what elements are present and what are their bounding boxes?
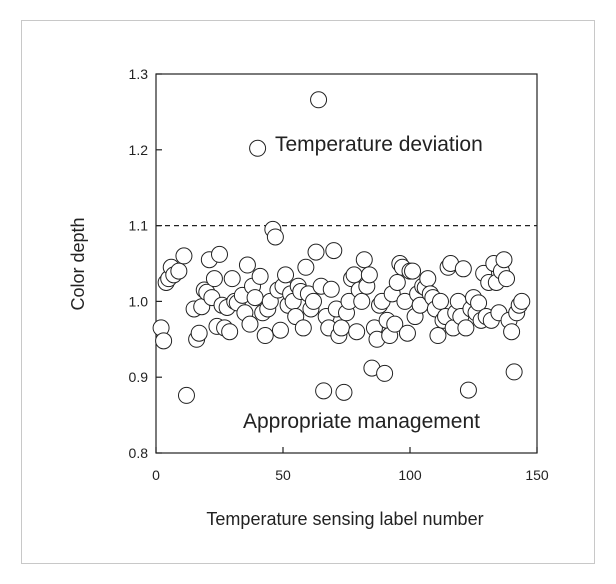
data-point (238, 256, 256, 274)
data-point (355, 251, 373, 269)
x-tick-label: 0 (152, 467, 160, 483)
y-tick-label: 1.3 (129, 66, 149, 82)
data-point (404, 262, 422, 280)
plot-frame (155, 73, 538, 454)
data-point (175, 247, 193, 265)
data-point (398, 324, 416, 342)
data-point (470, 294, 488, 312)
data-point (345, 266, 363, 284)
x-tick-label: 100 (398, 467, 422, 483)
y-tick-label: 0.8 (129, 445, 149, 461)
annotation-appropriate-management: Appropriate management (243, 410, 480, 433)
data-point (322, 280, 340, 298)
data-point (294, 319, 312, 337)
data-point (205, 270, 223, 288)
data-point (353, 292, 371, 310)
data-point (297, 258, 315, 276)
y-tick-label: 1.0 (129, 293, 149, 309)
y-tick-label: 1.2 (129, 142, 149, 158)
data-point (332, 319, 350, 337)
data-point (190, 324, 208, 342)
data-point (241, 315, 259, 333)
data-point (266, 228, 284, 246)
data-point (256, 327, 274, 345)
plot-area: 0.8 0.9 1.0 1.1 1.2 1.3 0 50 100 150 (129, 66, 549, 483)
data-point (221, 323, 239, 341)
data-point (246, 289, 264, 307)
data-point (249, 139, 267, 157)
x-tick-label: 150 (525, 467, 549, 483)
data-point (335, 383, 353, 401)
data-point (304, 292, 322, 310)
data-point (505, 363, 523, 381)
data-point (386, 315, 404, 333)
data-point (177, 386, 195, 404)
data-point (315, 382, 333, 400)
data-point (360, 266, 378, 284)
data-point (513, 292, 531, 310)
data-point (376, 364, 394, 382)
data-point (457, 319, 475, 337)
y-tick-label: 0.9 (129, 369, 149, 385)
data-point (348, 323, 366, 341)
data-point (503, 323, 521, 341)
data-point (419, 270, 437, 288)
data-point (495, 251, 513, 269)
data-point (155, 332, 173, 350)
data-point (459, 381, 477, 399)
data-point (223, 270, 241, 288)
data-point (325, 242, 343, 260)
data-point (388, 273, 406, 291)
data-point (431, 292, 449, 310)
x-axis-label: Temperature sensing label number (206, 509, 483, 529)
x-tick-label: 50 (275, 467, 291, 483)
outer-border (21, 20, 595, 564)
data-point (307, 243, 325, 261)
data-point (454, 260, 472, 278)
annotation-temperature-deviation: Temperature deviation (275, 133, 483, 156)
y-tick-label: 1.1 (129, 218, 149, 234)
data-point (277, 266, 295, 284)
data-point (170, 262, 188, 280)
y-axis-label: Color depth (68, 217, 88, 310)
data-point (271, 321, 289, 339)
data-point (251, 267, 269, 285)
data-point (498, 270, 516, 288)
data-point (429, 327, 447, 345)
data-point (211, 245, 228, 263)
data-point (310, 91, 328, 109)
